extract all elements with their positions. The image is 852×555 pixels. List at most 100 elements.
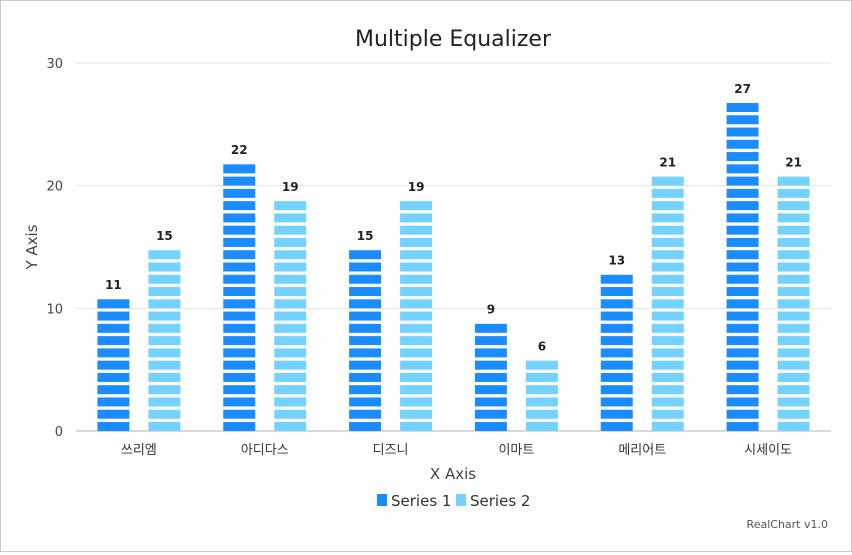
bar-segment xyxy=(651,372,684,382)
bar-segment xyxy=(726,139,759,149)
bar-segment xyxy=(223,409,256,419)
bar-segment xyxy=(223,299,256,309)
bar-segment xyxy=(600,311,633,321)
bar-segment xyxy=(651,360,684,370)
bar-segment xyxy=(726,311,759,321)
bar-segment xyxy=(400,213,433,223)
bar-segment xyxy=(223,323,256,333)
bar[interactable] xyxy=(651,176,684,431)
bar-segment xyxy=(726,274,759,284)
bar-segment xyxy=(726,348,759,358)
legend-label-series-1[interactable]: Series 1 xyxy=(391,492,451,510)
bar-segment xyxy=(600,299,633,309)
bar[interactable] xyxy=(474,323,507,431)
bar-segment xyxy=(223,250,256,260)
legend-label-series-2[interactable]: Series 2 xyxy=(470,492,530,510)
bar-segment xyxy=(651,385,684,395)
bar-segment xyxy=(223,287,256,297)
bar-segment xyxy=(349,385,382,395)
bar-segment xyxy=(223,201,256,211)
bar-segment xyxy=(400,250,433,260)
bar[interactable] xyxy=(525,360,558,431)
bar-segment xyxy=(525,360,558,370)
bar[interactable] xyxy=(777,176,810,431)
y-tick-label: 0 xyxy=(55,425,63,440)
bar-segment xyxy=(777,213,810,223)
bar-segment xyxy=(400,323,433,333)
bar-segment xyxy=(777,348,810,358)
legend[interactable]: Series 1 Series 2 xyxy=(377,492,530,510)
bar-segment xyxy=(777,225,810,235)
bar[interactable] xyxy=(223,164,256,431)
bar-segment xyxy=(223,422,256,431)
bar-segment xyxy=(400,201,433,211)
bar[interactable] xyxy=(274,201,307,431)
bar-segment xyxy=(223,225,256,235)
bar-segment xyxy=(777,372,810,382)
bar-segment xyxy=(726,237,759,247)
data-label: 15 xyxy=(156,229,173,243)
bar-segment xyxy=(400,287,433,297)
bar[interactable] xyxy=(349,250,382,431)
bar[interactable] xyxy=(600,274,633,431)
bar[interactable] xyxy=(726,102,759,431)
bar[interactable] xyxy=(148,250,181,431)
bar-segment xyxy=(777,201,810,211)
bar-segment xyxy=(97,336,130,346)
bar-segment xyxy=(274,323,307,333)
bar-segment xyxy=(148,348,181,358)
bar-segment xyxy=(400,372,433,382)
legend-swatch-series-1[interactable] xyxy=(377,494,387,506)
bar-segment xyxy=(726,176,759,186)
bar-segment xyxy=(600,348,633,358)
bar-segment xyxy=(274,201,307,211)
bar-segment xyxy=(400,385,433,395)
bar-segment xyxy=(651,188,684,198)
bar-segment xyxy=(400,397,433,407)
bar-segment xyxy=(777,422,810,431)
bar-segment xyxy=(777,385,810,395)
bar-segment xyxy=(726,250,759,260)
bar-segment xyxy=(726,102,759,112)
legend-swatch-series-2[interactable] xyxy=(456,494,466,506)
data-label: 22 xyxy=(231,143,248,157)
bar-segment xyxy=(274,336,307,346)
bar-segment xyxy=(274,397,307,407)
bar-segment xyxy=(600,274,633,284)
bar[interactable] xyxy=(97,299,130,431)
data-label: 15 xyxy=(357,229,374,243)
bar-segment xyxy=(148,311,181,321)
bar-segment xyxy=(148,422,181,431)
bar-segment xyxy=(223,262,256,272)
bar-segment xyxy=(274,311,307,321)
bar-segment xyxy=(777,409,810,419)
bar-segment xyxy=(474,336,507,346)
bar-segment xyxy=(726,323,759,333)
bar-segment xyxy=(223,348,256,358)
bar-segment xyxy=(777,250,810,260)
bar-segment xyxy=(600,360,633,370)
bar-segment xyxy=(148,299,181,309)
bar-segment xyxy=(525,409,558,419)
bar-segment xyxy=(97,299,130,309)
bar-segment xyxy=(777,262,810,272)
bar-segment xyxy=(97,348,130,358)
bar-segment xyxy=(97,397,130,407)
bar-segment xyxy=(726,385,759,395)
x-tick-label: 쓰리엠 xyxy=(121,443,157,458)
bar-segment xyxy=(223,397,256,407)
chart-credit: RealChart v1.0 xyxy=(747,518,828,531)
bar-segment xyxy=(651,323,684,333)
bar-segment xyxy=(651,422,684,431)
bar-segment xyxy=(97,311,130,321)
bar-segment xyxy=(148,323,181,333)
bar[interactable] xyxy=(400,201,433,431)
bar-segment xyxy=(600,323,633,333)
bar-segment xyxy=(726,336,759,346)
chart-title: Multiple Equalizer xyxy=(355,27,552,52)
bar-segment xyxy=(651,201,684,211)
bar-segment xyxy=(400,225,433,235)
bar-segment xyxy=(726,262,759,272)
bar-segment xyxy=(400,336,433,346)
data-label: 21 xyxy=(659,155,676,169)
